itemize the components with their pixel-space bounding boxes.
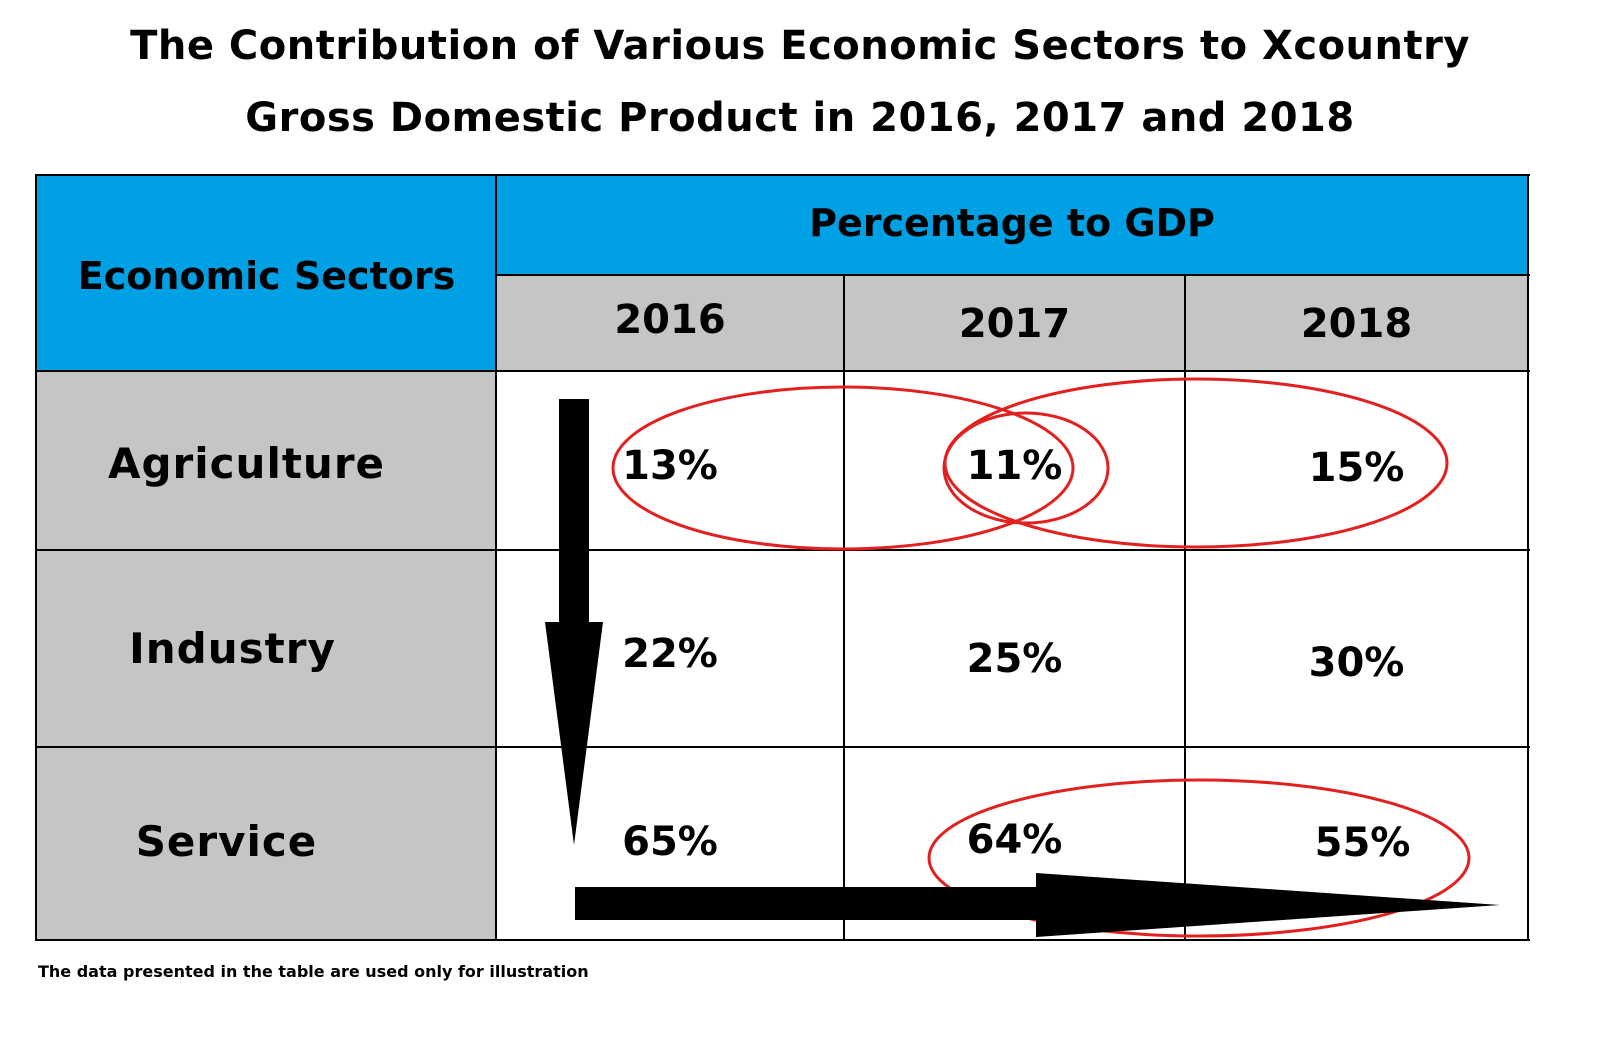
value-agriculture-2016: 13% [496, 372, 844, 550]
table-border-left [35, 174, 37, 941]
value-industry-2018: 30% [1185, 550, 1528, 748]
chart-title-line-2: Gross Domestic Product in 2016, 2017 and… [245, 95, 1355, 141]
table-divider-sector-column [495, 174, 497, 941]
value-industry-2016: 22% [496, 550, 844, 748]
table-divider-row-2 [35, 746, 1530, 748]
sector-service: Service [37, 748, 496, 940]
table-divider-2016-2017 [843, 274, 845, 941]
header-year-2017: 2017 [844, 276, 1185, 372]
value-agriculture-2018: 15% [1185, 372, 1528, 550]
header-year-2016: 2016 [496, 276, 844, 372]
sector-agriculture: Agriculture [37, 372, 496, 550]
table-divider-2017-2018 [1184, 274, 1186, 941]
header-economic-sectors: Economic Sectors [37, 176, 496, 372]
table-divider-header-years [495, 274, 1530, 276]
table-divider-row-1 [35, 549, 1530, 551]
value-agriculture-2017: 11% [844, 372, 1185, 550]
header-year-2018: 2018 [1185, 276, 1528, 372]
value-service-2016: 65% [496, 748, 844, 940]
table-border-top [35, 174, 1530, 176]
value-industry-2017: 25% [844, 550, 1185, 748]
value-service-2018: 55% [1185, 748, 1528, 940]
table-divider-header-body [35, 370, 1530, 372]
footnote: The data presented in the table are used… [38, 962, 589, 981]
value-service-2017: 64% [844, 748, 1185, 940]
chart-title-line-1: The Contribution of Various Economic Sec… [130, 23, 1470, 69]
sector-industry: Industry [37, 550, 496, 748]
header-percentage-to-gdp: Percentage to GDP [496, 176, 1528, 276]
table-border-bottom [35, 939, 1530, 941]
table-border-right [1527, 174, 1529, 941]
